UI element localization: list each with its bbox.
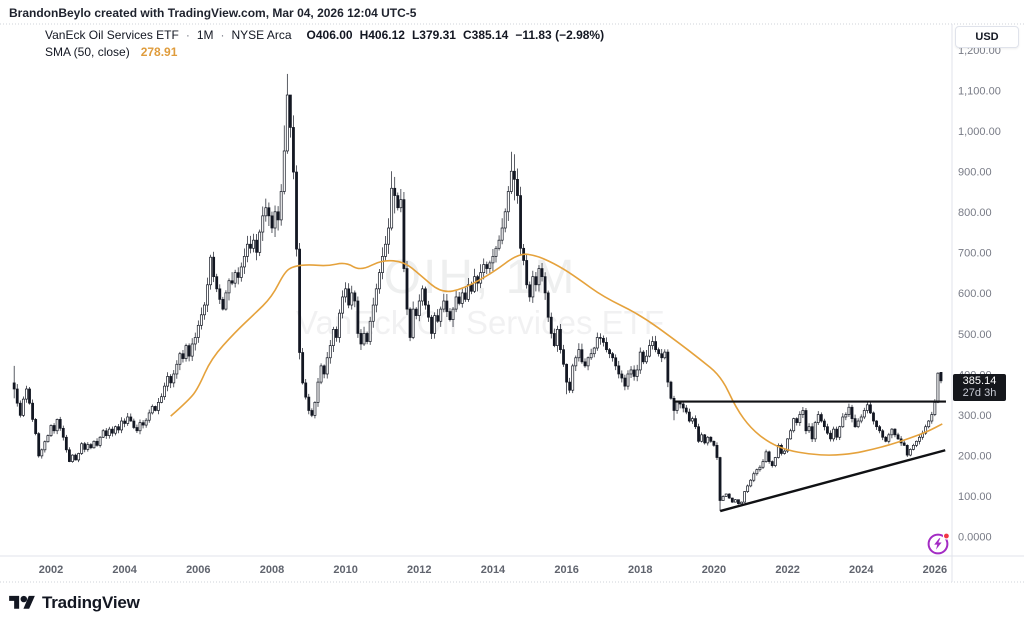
year-tick-label: 2004 xyxy=(112,564,137,576)
year-tick-label: 2026 xyxy=(923,564,947,576)
symbol-title: VanEck Oil Services ETF xyxy=(45,28,179,42)
sma-value: 278.91 xyxy=(140,45,178,59)
sma-line[interactable] xyxy=(170,253,943,456)
candlestick-series[interactable] xyxy=(12,73,943,512)
bar-countdown: 27d 3h xyxy=(962,386,997,399)
price-tick-label: 700.00 xyxy=(958,248,992,260)
year-tick-label: 2002 xyxy=(39,564,63,576)
tradingview-brand-text: TradingView xyxy=(42,593,140,612)
year-tick-label: 2012 xyxy=(407,564,431,576)
tradingview-logo-icon xyxy=(9,595,35,609)
price-tick-label: 300.00 xyxy=(958,410,992,422)
time-axis-labels[interactable]: 2002 2004 2006 2008 2010 2012 2014 2016 2018 2020… xyxy=(39,564,947,576)
price-tick-label: 900.00 xyxy=(958,167,992,179)
currency-toggle-button[interactable]: USD xyxy=(955,26,1019,48)
price-tick-label: 800.00 xyxy=(958,207,992,219)
interval-label: 1M xyxy=(196,28,214,42)
year-tick-label: 2010 xyxy=(333,564,357,576)
last-price-badge[interactable]: 385.14 27d 3h xyxy=(953,373,1006,401)
year-tick-label: 2020 xyxy=(702,564,726,576)
ohlc-high: H406.12 xyxy=(359,28,405,42)
exchange-label: NYSE Arca xyxy=(231,28,292,42)
ohlc-low: L379.31 xyxy=(411,28,456,42)
year-tick-label: 2016 xyxy=(554,564,578,576)
year-tick-label: 2006 xyxy=(186,564,210,576)
support-trendline[interactable] xyxy=(719,449,946,513)
legend-separator: · xyxy=(220,28,225,42)
price-tick-label: 600.00 xyxy=(958,288,992,300)
attribution-text: BrandonBeylo created with TradingView.co… xyxy=(9,6,417,20)
price-tick-label: 100.00 xyxy=(958,491,992,503)
indicator-legend-row[interactable]: SMA (50, close) 278.91 xyxy=(45,45,177,59)
price-tick-label: 500.00 xyxy=(958,329,992,341)
tradingview-footer[interactable]: TradingView xyxy=(9,593,140,613)
ohlc-open: O406.00 xyxy=(306,28,353,42)
lightning-agent-icon[interactable] xyxy=(925,529,953,557)
legend-separator: · xyxy=(185,28,190,42)
year-tick-label: 2014 xyxy=(481,564,506,576)
price-tick-label: 0.0000 xyxy=(958,532,992,544)
symbol-legend-row[interactable]: VanEck Oil Services ETF · 1M · NYSE Arca… xyxy=(45,28,604,42)
year-tick-label: 2018 xyxy=(628,564,652,576)
last-price-value: 385.14 xyxy=(962,374,997,387)
price-tick-label: 1,000.00 xyxy=(958,126,1001,138)
year-tick-label: 2022 xyxy=(775,564,799,576)
sma-label: SMA (50, close) xyxy=(45,45,130,59)
price-axis-labels[interactable]: 0.0000100.00200.00300.00400.00500.00600.… xyxy=(958,45,1001,544)
ohlc-close: C385.14 xyxy=(462,28,509,42)
year-tick-label: 2008 xyxy=(260,564,284,576)
chart-frame xyxy=(0,23,1024,583)
price-tick-label: 200.00 xyxy=(958,450,992,462)
price-tick-label: 1,100.00 xyxy=(958,85,1001,97)
year-tick-label: 2024 xyxy=(849,564,874,576)
bar-change: −11.83 (−2.98%) xyxy=(515,28,605,42)
